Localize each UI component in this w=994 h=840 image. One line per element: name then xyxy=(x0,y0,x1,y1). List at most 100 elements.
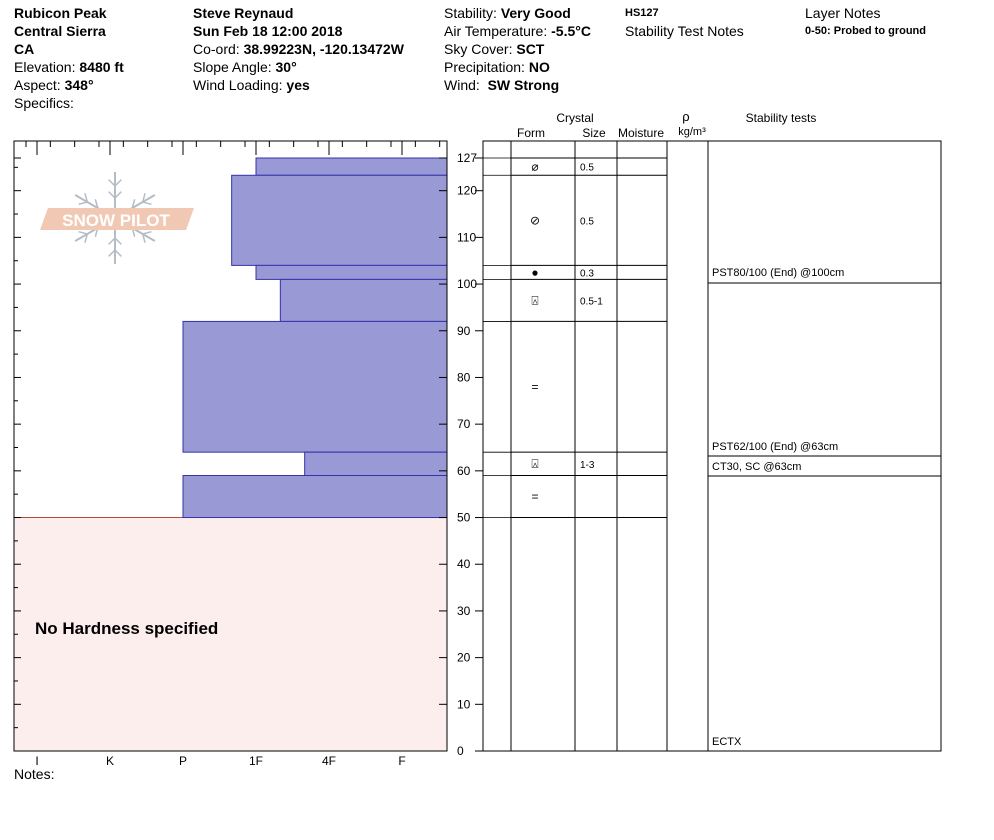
elevation: Elevation: 8480 ft xyxy=(14,59,124,75)
snowflake-branch xyxy=(108,249,116,257)
snowflake-branch xyxy=(142,230,152,235)
y-tick-label: 110 xyxy=(457,230,476,244)
crystal-form-symbol: = xyxy=(531,380,538,394)
y-tick-label: 20 xyxy=(457,651,471,665)
sky-cover: Sky Cover: SCT xyxy=(444,41,545,57)
axis-ticks xyxy=(14,141,483,752)
snowflake-branch xyxy=(108,237,116,245)
moisture-column-header: Moisture xyxy=(618,126,664,140)
wind: Wind: SW Strong xyxy=(444,77,560,93)
hardness-graph-frame xyxy=(13,140,448,752)
crystal-form-symbol: ● xyxy=(531,265,538,279)
snowflake-branch xyxy=(94,199,99,209)
layer-notes-title: Layer Notes xyxy=(805,5,881,21)
observation-datetime: Sun Feb 18 12:00 2018 xyxy=(193,23,343,39)
logo-banner xyxy=(40,208,194,230)
chart-text: 0 10 20 30 40 50 60 70 80 90 100 110 120 127 I K P 1F 4F F C… xyxy=(35,109,844,768)
snowflake-branch xyxy=(78,201,88,206)
snowflake-branch xyxy=(141,233,146,243)
total-snow-height: HS127 xyxy=(625,7,659,19)
no-hardness-label: No Hardness specified xyxy=(35,619,218,638)
hardness-bar xyxy=(182,320,448,453)
y-tick-label: 30 xyxy=(457,604,471,618)
crystal-column-header: Crystal xyxy=(556,111,593,125)
density-symbol: ρ xyxy=(682,109,689,124)
slope-angle: Slope Angle: 30° xyxy=(193,59,297,75)
header-observer-info: Steve Reynaud Sun Feb 18 12:00 2018 Co-o… xyxy=(193,4,404,94)
y-tick-label: 80 xyxy=(457,370,471,384)
header-weather-info: Stability: Very Good Air Temperature: -5… xyxy=(444,4,591,94)
observer-name: Steve Reynaud xyxy=(193,5,294,21)
snowflake-branch xyxy=(141,193,146,203)
snowpilot-logo: SNOW PILOT xyxy=(40,172,194,264)
crystal-size: 0.5 xyxy=(580,216,594,227)
no-hardness-fill xyxy=(14,517,447,751)
state-name: CA xyxy=(14,41,35,57)
snowflake-branch xyxy=(84,233,89,243)
stability-tests-header: Stability tests xyxy=(746,111,817,125)
hardness-bar xyxy=(279,278,448,322)
hardness-axis-label: 1F xyxy=(249,754,263,768)
snowflake-branch xyxy=(114,191,122,199)
snowflake-branch xyxy=(142,201,152,206)
snowflake-branch xyxy=(108,191,116,199)
stability-notes-title: Stability Test Notes xyxy=(625,23,744,39)
form-column-header: Form xyxy=(517,126,545,140)
density-unit: kg/m³ xyxy=(678,126,706,138)
crystal-form-symbol: ⍓ xyxy=(531,457,538,471)
layer-note: 0-50: Probed to ground xyxy=(805,25,926,37)
snowflake-branch xyxy=(78,230,88,235)
hardness-axis-label: I xyxy=(35,754,38,768)
hardness-layers xyxy=(182,157,448,519)
notes-label: Notes: xyxy=(14,766,55,782)
coordinates: Co-ord: 38.99223N, -120.13472W xyxy=(193,41,404,57)
y-tick-label: 70 xyxy=(457,417,471,431)
crystal-form-symbol: = xyxy=(531,490,538,504)
snowflake-branch xyxy=(84,193,89,203)
y-tick-label: 10 xyxy=(457,697,471,711)
header-notes-titles: HS127 Stability Test Notes xyxy=(625,4,744,40)
snowflake-branch xyxy=(131,199,136,209)
stability-test-result: PST62/100 (End) @63cm xyxy=(712,441,838,453)
precipitation: Precipitation: NO xyxy=(444,59,550,75)
crystal-form-symbol: ⊘ xyxy=(530,213,540,227)
layer-table-frame xyxy=(482,140,942,752)
stability: Stability: Very Good xyxy=(444,5,571,21)
header-site-info: Rubicon Peak Central Sierra CA Elevation… xyxy=(14,4,124,112)
y-tick-label: 40 xyxy=(457,557,471,571)
hardness-bar xyxy=(304,451,448,477)
stability-test-result: PST80/100 (End) @100cm xyxy=(712,267,844,279)
wind-loading: Wind Loading: yes xyxy=(193,77,310,93)
y-tick-label: 127 xyxy=(457,151,477,165)
hardness-axis-label: F xyxy=(398,754,405,768)
size-column-header: Size xyxy=(582,126,606,140)
snowflake-branch xyxy=(108,179,116,187)
crystal-size: 0.5-1 xyxy=(580,296,603,307)
crystal-form-symbol: ⍓ xyxy=(531,293,538,307)
crystal-size: 0.5 xyxy=(580,163,594,174)
chart-frames xyxy=(13,140,942,752)
y-tick-label: 120 xyxy=(457,184,477,198)
air-temperature: Air Temperature: -5.5°C xyxy=(444,23,591,39)
hardness-axis-label: K xyxy=(106,754,114,768)
stability-test-result: CT30, SC @63cm xyxy=(712,461,801,473)
crystal-size: 0.3 xyxy=(580,268,594,279)
hardness-bar xyxy=(231,174,448,266)
y-tick-label: 100 xyxy=(457,277,477,291)
range-name: Central Sierra xyxy=(14,23,106,39)
crystal-form-symbol: ⌀ xyxy=(531,160,538,174)
snowflake-branch xyxy=(114,249,122,257)
hardness-axis-label: 4F xyxy=(322,754,336,768)
logo-text: SNOW PILOT xyxy=(62,211,170,230)
hardness-bar xyxy=(182,475,448,519)
hardness-axis-label: P xyxy=(179,754,187,768)
location-name: Rubicon Peak xyxy=(14,5,107,21)
y-tick-label: 0 xyxy=(457,744,464,758)
stability-test-result: ECTX xyxy=(712,736,742,748)
crystal-size: 1-3 xyxy=(580,460,595,471)
hardness-bar xyxy=(255,157,448,176)
hardness-bar xyxy=(255,264,448,280)
y-tick-label: 90 xyxy=(457,324,471,338)
header-layer-notes: Layer Notes 0-50: Probed to ground xyxy=(805,4,926,40)
